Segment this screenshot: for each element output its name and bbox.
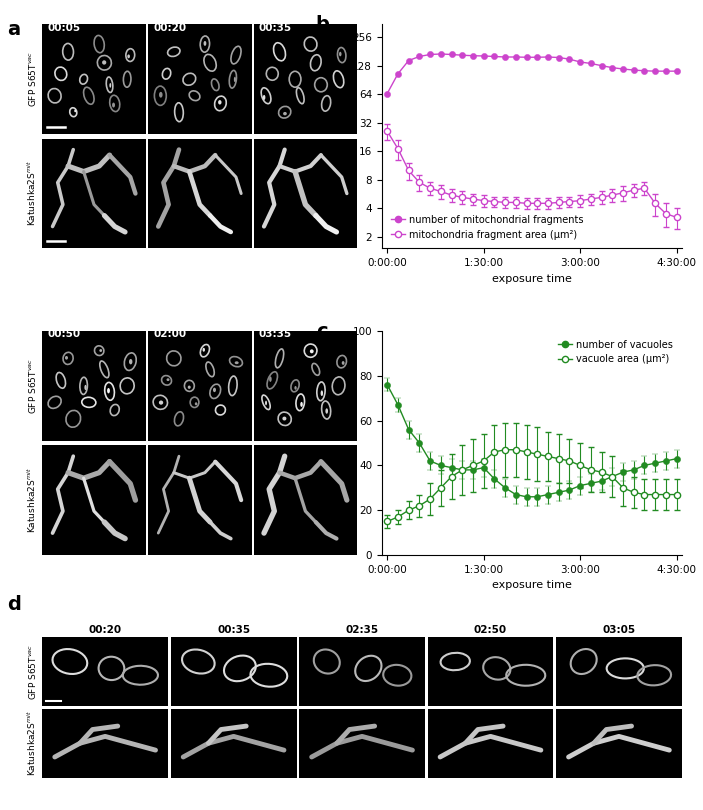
Ellipse shape	[112, 103, 115, 108]
Ellipse shape	[234, 77, 236, 82]
Text: 03:05: 03:05	[602, 625, 636, 635]
Ellipse shape	[127, 54, 130, 58]
Text: c: c	[316, 322, 328, 341]
Text: 00:05: 00:05	[47, 23, 80, 33]
Legend: number of mitochondrial fragments, mitochondria fragment area (μm²): number of mitochondrial fragments, mitoc…	[387, 211, 588, 244]
Y-axis label: GFP S65T$^{vac}$: GFP S65T$^{vac}$	[27, 51, 38, 108]
Ellipse shape	[321, 390, 323, 396]
Ellipse shape	[204, 41, 207, 46]
Ellipse shape	[65, 356, 68, 360]
Ellipse shape	[195, 403, 198, 405]
Text: d: d	[7, 595, 21, 614]
X-axis label: exposure time: exposure time	[492, 274, 572, 284]
Ellipse shape	[283, 416, 286, 420]
Ellipse shape	[107, 388, 110, 394]
Y-axis label: GFP S65T$^{vac}$: GFP S65T$^{vac}$	[27, 358, 38, 414]
Ellipse shape	[202, 347, 205, 352]
Legend: number of vacuoles, vacuole area (μm²): number of vacuoles, vacuole area (μm²)	[554, 336, 677, 369]
X-axis label: exposure time: exposure time	[492, 580, 572, 590]
Ellipse shape	[269, 377, 271, 382]
Ellipse shape	[283, 112, 287, 115]
Ellipse shape	[159, 92, 162, 98]
Text: 02:00: 02:00	[153, 330, 186, 339]
Ellipse shape	[84, 385, 86, 390]
Y-axis label: Katushka2S$^{mit}$: Katushka2S$^{mit}$	[25, 160, 38, 227]
Text: 00:20: 00:20	[89, 625, 122, 635]
Text: 00:35: 00:35	[217, 625, 250, 635]
Ellipse shape	[263, 95, 266, 100]
Ellipse shape	[75, 109, 77, 113]
Ellipse shape	[188, 386, 191, 389]
Ellipse shape	[110, 83, 111, 87]
Ellipse shape	[102, 60, 106, 65]
Y-axis label: GFP S65T$^{vac}$: GFP S65T$^{vac}$	[27, 644, 38, 700]
Ellipse shape	[342, 361, 344, 364]
Ellipse shape	[295, 386, 297, 390]
Text: 03:35: 03:35	[259, 330, 292, 339]
Y-axis label: Katushka2S$^{mit}$: Katushka2S$^{mit}$	[25, 710, 38, 776]
Text: a: a	[7, 20, 20, 39]
Ellipse shape	[218, 100, 221, 104]
Ellipse shape	[265, 401, 267, 405]
Ellipse shape	[167, 378, 169, 381]
Ellipse shape	[300, 402, 303, 407]
Y-axis label: Katushka2S$^{mit}$: Katushka2S$^{mit}$	[25, 467, 38, 533]
Ellipse shape	[213, 388, 216, 392]
Text: 00:20: 00:20	[153, 23, 186, 33]
Text: 02:50: 02:50	[474, 625, 507, 635]
Text: 02:35: 02:35	[345, 625, 379, 635]
Ellipse shape	[159, 400, 163, 405]
Ellipse shape	[310, 349, 314, 353]
Text: 00:35: 00:35	[259, 23, 292, 33]
Ellipse shape	[325, 408, 328, 414]
Ellipse shape	[99, 349, 102, 352]
Ellipse shape	[235, 361, 239, 364]
Ellipse shape	[129, 359, 132, 364]
Text: 00:50: 00:50	[47, 330, 80, 339]
Text: b: b	[316, 15, 330, 34]
Ellipse shape	[339, 52, 342, 57]
